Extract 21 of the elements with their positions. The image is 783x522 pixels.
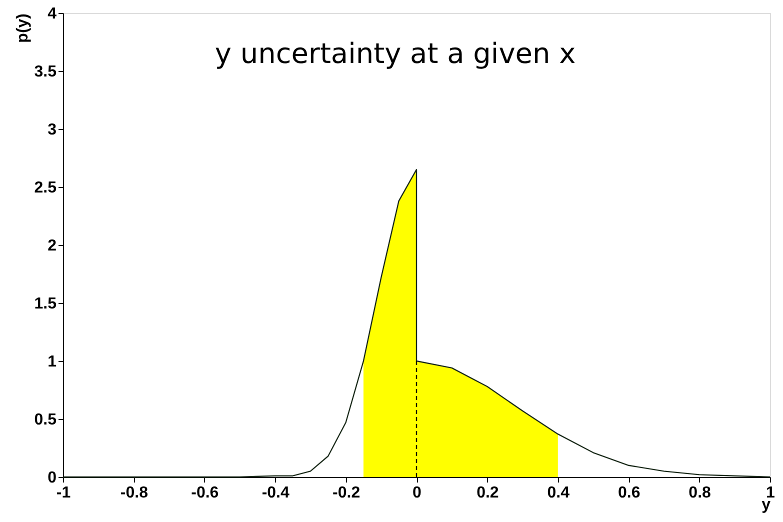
annotation: y uncertainty at a given x: [214, 36, 576, 70]
y-tick-label: 3: [48, 122, 57, 138]
y-axis-title: p(y): [14, 14, 32, 43]
x-tick-label: -1: [56, 484, 71, 502]
x-tick-label: -0.2: [332, 484, 360, 502]
x-tick-label: 0.8: [688, 484, 712, 502]
x-tick-label: 0: [412, 484, 422, 502]
y-tick-label: 2: [48, 238, 57, 254]
y-tick-label: 2.5: [34, 180, 57, 196]
x-tick-label: 0.2: [476, 484, 499, 502]
y-tick-label: 0.5: [34, 412, 57, 428]
y-tick-label: 1.5: [34, 296, 57, 312]
y-tick-label: 3.5: [34, 64, 57, 80]
x-tick-label: -0.6: [191, 484, 219, 502]
x-tick-label: 0.4: [547, 484, 570, 502]
x-tick-label: -0.4: [262, 484, 290, 502]
x-tick-label: 0.6: [618, 484, 640, 502]
y-tick-label: 1: [48, 354, 57, 370]
x-tick-label: -0.8: [120, 484, 148, 502]
y-tick-label: 4: [48, 6, 57, 22]
y-tick-label: 0: [48, 470, 57, 486]
